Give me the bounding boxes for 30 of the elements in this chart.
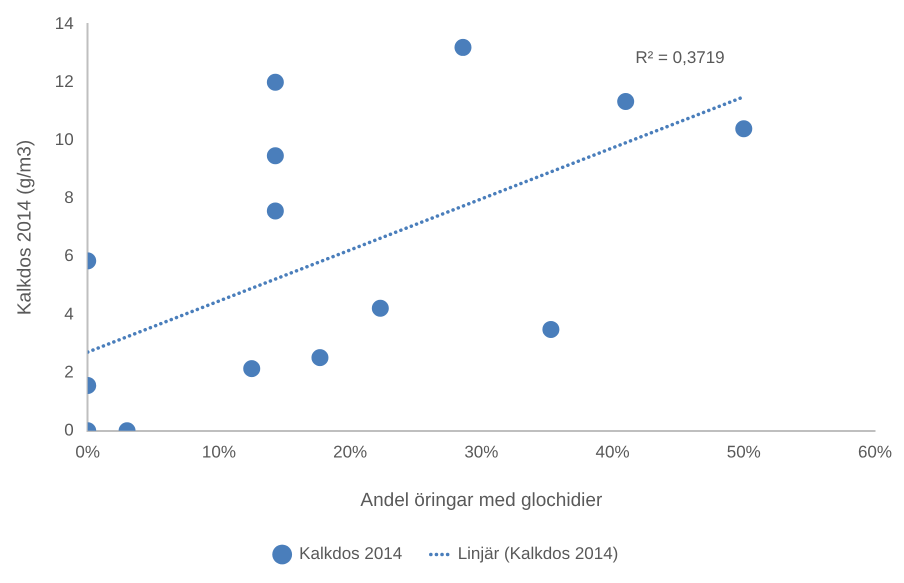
x-tick-label: 10% <box>202 442 236 462</box>
y-tick-label: 14 <box>54 14 74 33</box>
y-tick-label: 12 <box>54 72 74 91</box>
point <box>542 320 560 338</box>
x-tick-label: 40% <box>596 442 630 462</box>
y-axis-title: Kalkdos 2014 (g/m3) <box>14 140 36 316</box>
y-tick-label: 6 <box>64 246 74 266</box>
y-tick-label: 4 <box>64 304 74 324</box>
x-tick-label: 20% <box>333 442 368 462</box>
point <box>735 120 752 138</box>
legend-label: Linjär (Kalkdos 2014) <box>458 544 618 564</box>
point <box>266 74 284 91</box>
annotation: R² = 0,3719 <box>635 48 725 67</box>
point <box>266 202 284 220</box>
x-tick-label: 30% <box>464 442 498 462</box>
y-tick-label: 8 <box>64 188 74 208</box>
x-tick-label: 60% <box>858 442 892 462</box>
point <box>454 38 472 56</box>
legend-label: Kalkdos 2014 <box>299 544 402 564</box>
x-tick-label: 50% <box>726 442 761 462</box>
point <box>617 92 634 110</box>
y-tick-label: 0 <box>64 420 74 440</box>
point <box>311 349 328 366</box>
x-axis-title: Andel öringar med glochidier <box>360 490 603 511</box>
point <box>372 300 389 317</box>
y-tick-label: 2 <box>64 362 74 382</box>
y-tick-label: 10 <box>54 130 74 150</box>
point <box>266 147 284 164</box>
point <box>243 360 260 378</box>
x-tick-label: 0% <box>75 442 100 462</box>
